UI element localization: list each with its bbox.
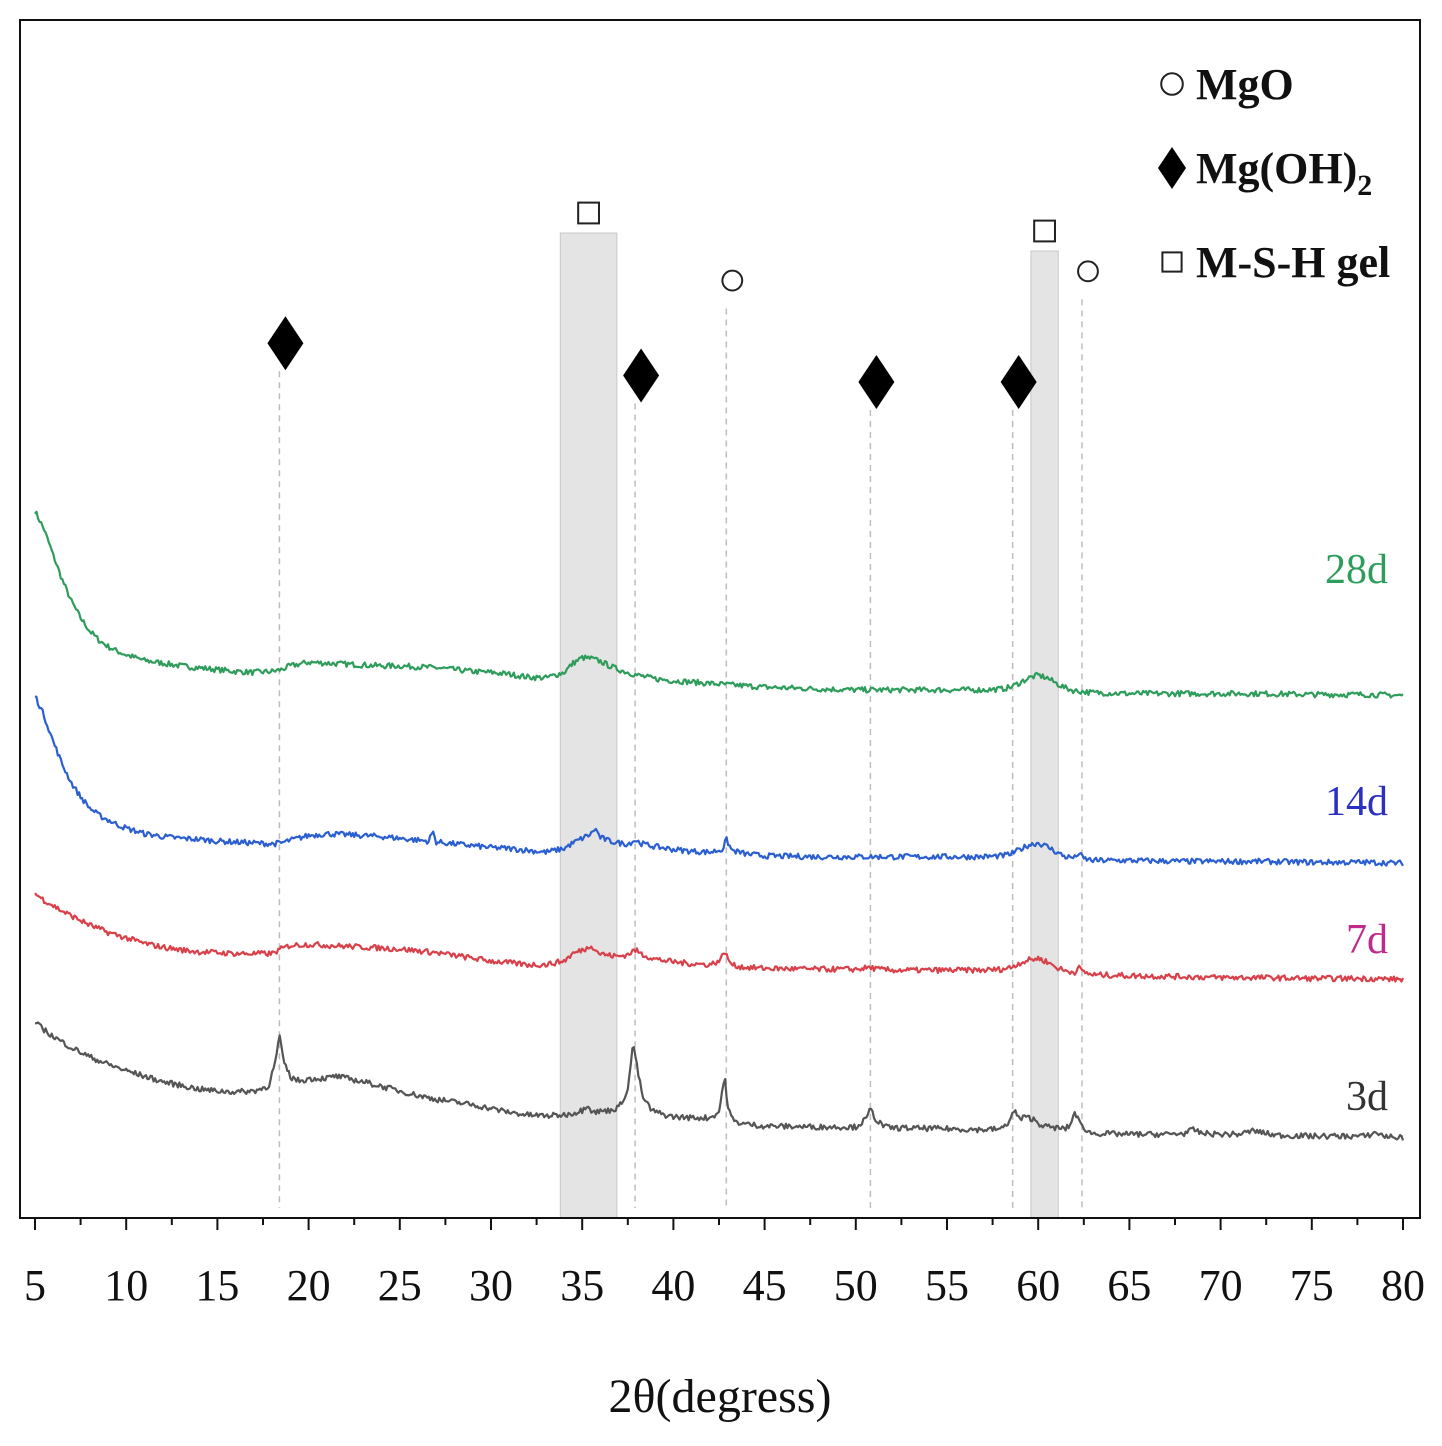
series-labels: 28d 14d 7d 3d — [1325, 547, 1388, 1120]
band-square-marker-icon — [577, 201, 600, 225]
plot-frame — [19, 19, 1421, 1219]
legend-circle-icon — [1160, 72, 1184, 96]
series-label-28d: 28d — [1325, 547, 1388, 593]
series-lines — [34, 510, 1405, 1141]
x-tick-label: 40 — [651, 1261, 695, 1310]
series-label-7d: 7d — [1346, 917, 1388, 963]
circle-marker-icon — [721, 269, 744, 292]
x-tick-label: 25 — [378, 1261, 422, 1310]
x-tick-label: 50 — [834, 1261, 878, 1310]
x-tick-label: 15 — [195, 1261, 239, 1310]
circle-marker-icon — [1077, 260, 1099, 283]
x-axis-title: 2θ(degress) — [609, 1370, 832, 1423]
legend-subscript: 2 — [1357, 169, 1372, 202]
series-line-7d — [34, 892, 1405, 983]
series-label-3d: 3d — [1346, 1074, 1388, 1120]
legend-label: M-S-H gel — [1196, 238, 1390, 287]
x-tick-label: 30 — [469, 1261, 513, 1310]
legend-square-icon — [1161, 251, 1183, 273]
legend-diamond-icon — [1158, 147, 1186, 189]
shaded-bands — [559, 232, 1059, 1219]
shaded-band-1 — [559, 232, 618, 1219]
diamond-marker-icon — [267, 316, 304, 371]
shaded-band-2 — [1030, 250, 1059, 1219]
x-tick-label: 5 — [24, 1261, 46, 1310]
x-tick-label: 75 — [1290, 1261, 1334, 1310]
x-tick-label: 55 — [925, 1261, 969, 1310]
legend: MgO Mg(OH)2 M-S-H gel — [1158, 60, 1390, 287]
x-tick-label: 10 — [104, 1261, 148, 1310]
diamond-marker-icon — [858, 354, 895, 409]
reference-lines — [278, 299, 1083, 1208]
x-tick-label: 80 — [1381, 1261, 1425, 1310]
x-tick-label: 35 — [560, 1261, 604, 1310]
band-square-marker-icon — [1033, 219, 1056, 243]
x-tick-label: 65 — [1107, 1261, 1151, 1310]
x-tick-label: 70 — [1199, 1261, 1243, 1310]
x-axis: 5 10 15 20 25 30 35 40 45 50 55 60 65 70 75 80 — [20, 1217, 1425, 1310]
phase-markers — [267, 201, 1099, 409]
x-tick-label: 20 — [287, 1261, 331, 1310]
series-line-28d — [34, 510, 1404, 699]
x-tick-label: 60 — [1016, 1261, 1060, 1310]
x-tick-label: 45 — [743, 1261, 787, 1310]
legend-label: MgO — [1196, 60, 1294, 109]
diamond-marker-icon — [623, 348, 660, 403]
series-label-14d: 14d — [1325, 779, 1388, 825]
legend-label: Mg(OH)2 — [1196, 144, 1372, 202]
series-line-14d — [34, 695, 1404, 867]
series-line-3d — [34, 1021, 1405, 1141]
diamond-marker-icon — [1000, 354, 1037, 409]
